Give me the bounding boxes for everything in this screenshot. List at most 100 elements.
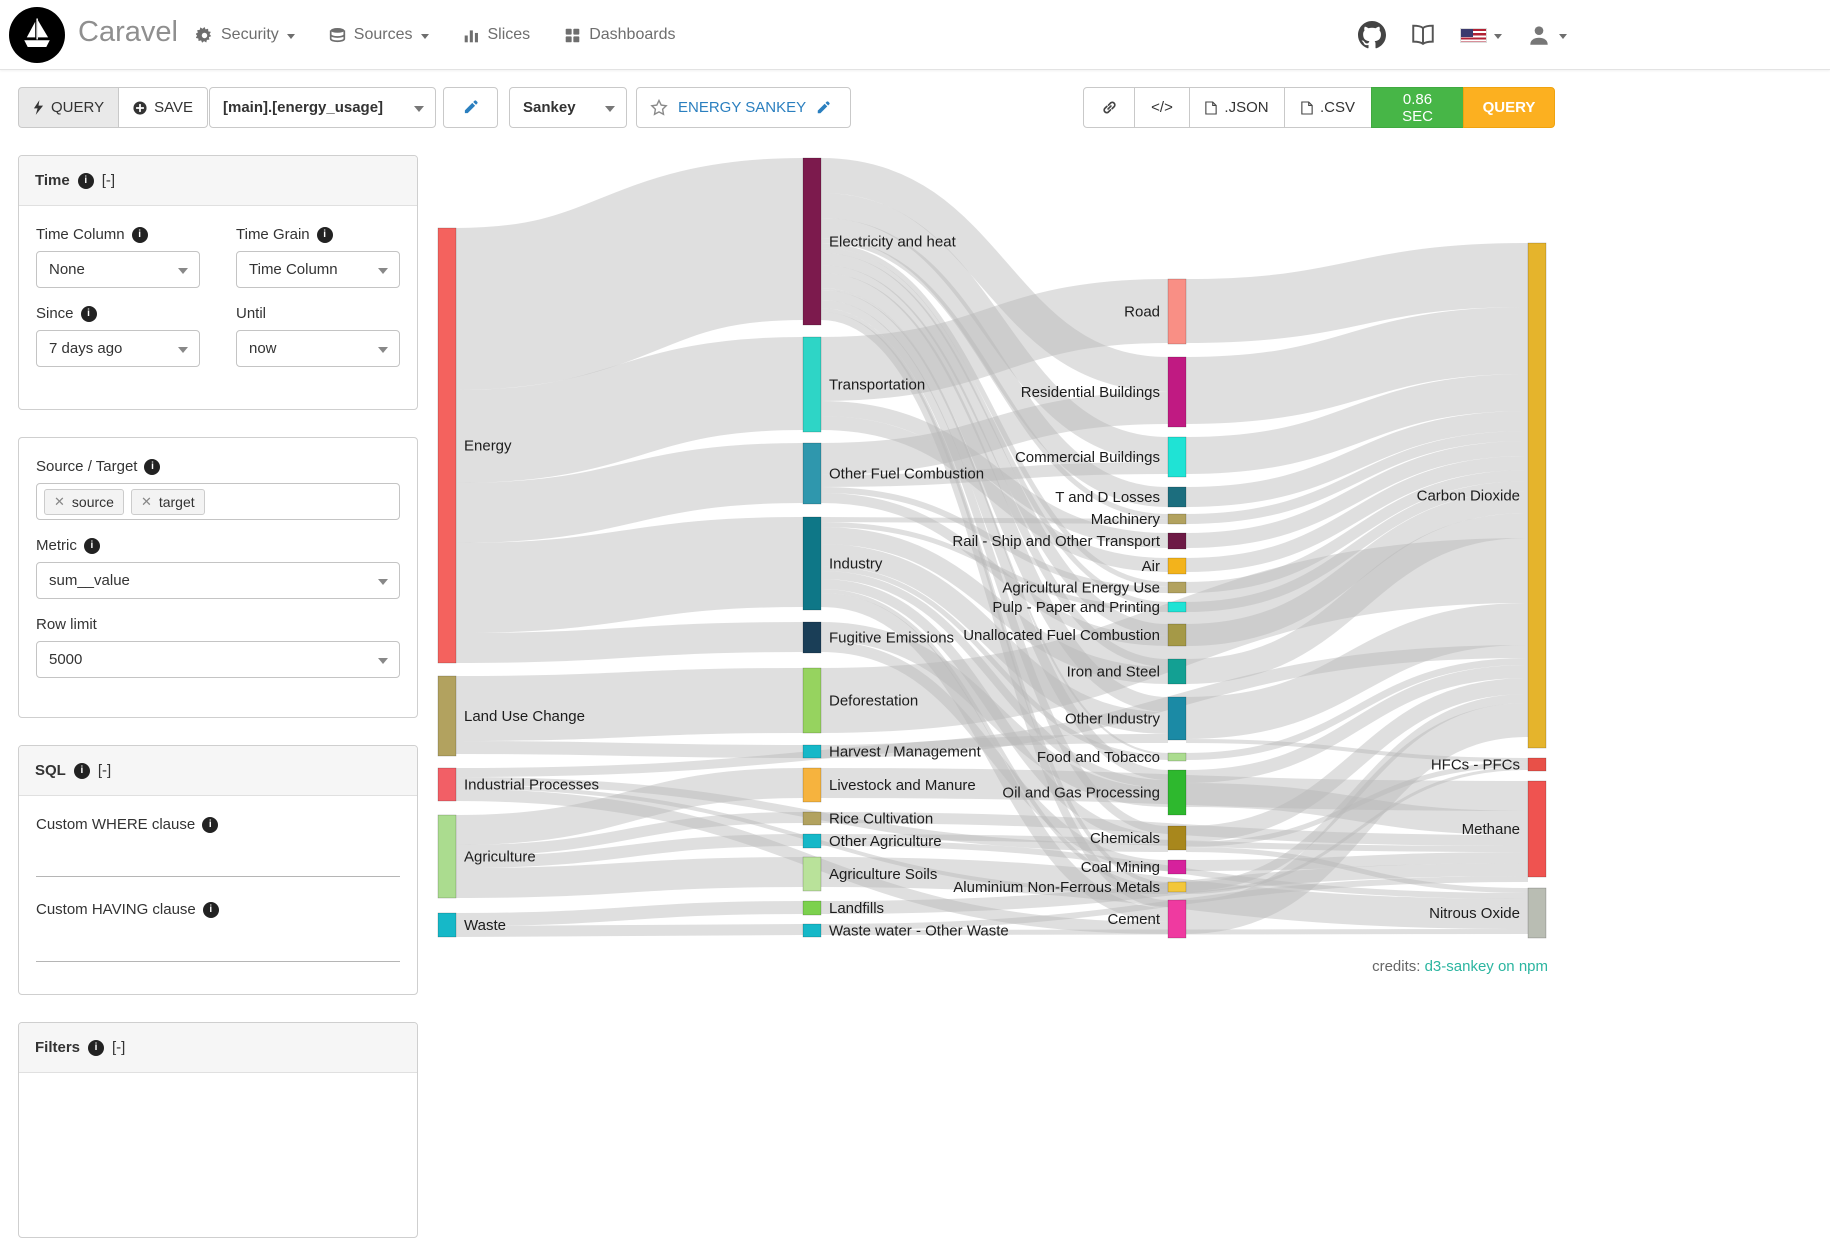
since-select[interactable]: 7 days ago: [36, 330, 200, 367]
info-icon[interactable]: i: [316, 226, 333, 243]
custom-where-input[interactable]: [36, 845, 400, 877]
custom-having-input[interactable]: [36, 930, 400, 962]
sankey-node[interactable]: [1167, 581, 1187, 594]
edit-datasource-button[interactable]: [443, 87, 498, 128]
sankey-node[interactable]: [1167, 859, 1187, 875]
sankey-node-label: Oil and Gas Processing: [1002, 785, 1160, 802]
sankey-node[interactable]: [1167, 752, 1187, 762]
time-grain-select[interactable]: Time Column: [236, 251, 400, 288]
brand-name[interactable]: Caravel: [78, 16, 178, 48]
sankey-node[interactable]: [1167, 356, 1187, 428]
sankey-node[interactable]: [1167, 601, 1187, 613]
sankey-node[interactable]: [802, 516, 822, 611]
sankey-node[interactable]: [802, 336, 822, 433]
sankey-node[interactable]: [1167, 278, 1187, 345]
info-icon[interactable]: i: [144, 458, 161, 475]
json-button-label: .JSON: [1224, 99, 1269, 116]
nav-item-slices[interactable]: Slices: [463, 26, 530, 44]
info-icon[interactable]: i: [88, 1039, 105, 1056]
info-icon[interactable]: i: [77, 172, 94, 189]
sankey-node[interactable]: [1167, 769, 1187, 816]
query-timer-badge[interactable]: 0.86 SEC: [1371, 87, 1464, 128]
github-icon[interactable]: [1358, 21, 1386, 49]
datasource-select[interactable]: [main].[energy_usage]: [209, 87, 436, 128]
run-query-button[interactable]: QUERY: [1463, 87, 1555, 128]
sankey-node[interactable]: [1167, 436, 1187, 478]
nav-item-security[interactable]: Security: [196, 26, 295, 44]
info-icon[interactable]: i: [83, 537, 100, 554]
info-icon[interactable]: i: [131, 226, 148, 243]
sankey-node[interactable]: [802, 621, 822, 654]
language-selector[interactable]: [1460, 27, 1502, 43]
sankey-node[interactable]: [802, 856, 822, 892]
sankey-node[interactable]: [802, 767, 822, 803]
view-query-button[interactable]: </>: [1134, 87, 1190, 128]
remove-tag-icon[interactable]: ✕: [54, 493, 65, 509]
until-value: now: [249, 340, 277, 357]
sankey-node[interactable]: [1167, 486, 1187, 508]
source-target-input[interactable]: ✕ source ✕ target: [36, 483, 400, 520]
edit-slice-name-icon[interactable]: [816, 100, 830, 115]
collapse-toggle[interactable]: [-]: [101, 172, 116, 189]
sankey-node[interactable]: [802, 833, 822, 849]
until-select[interactable]: now: [236, 330, 400, 367]
sankey-node[interactable]: [1167, 825, 1187, 851]
time-column-select[interactable]: None: [36, 251, 200, 288]
caravel-logo[interactable]: [9, 7, 65, 63]
nav-menu: Security Sources Slices Dashb: [196, 0, 675, 70]
row-limit-label-row: Row limit: [36, 616, 400, 633]
sankey-link: [820, 300, 1169, 834]
query-button[interactable]: QUERY: [18, 87, 120, 128]
metric-select[interactable]: sum__value: [36, 562, 400, 599]
sankey-node[interactable]: [802, 442, 822, 505]
info-icon[interactable]: i: [73, 762, 90, 779]
viz-type-select[interactable]: Sankey: [509, 87, 627, 128]
sankey-node[interactable]: [1167, 658, 1187, 685]
sankey-node[interactable]: [1167, 881, 1187, 893]
nav-item-sources[interactable]: Sources: [329, 26, 429, 44]
sankey-node[interactable]: [1167, 557, 1187, 575]
sankey-node[interactable]: [802, 667, 822, 734]
sankey-node[interactable]: [1167, 513, 1187, 525]
sankey-node[interactable]: [1527, 887, 1547, 939]
query-options-panel: Source / Target i ✕ source ✕ target Metr…: [18, 437, 418, 718]
save-button[interactable]: SAVE: [118, 87, 208, 128]
remove-tag-icon[interactable]: ✕: [140, 493, 152, 509]
sankey-node[interactable]: [437, 912, 457, 938]
info-icon[interactable]: i: [80, 305, 97, 322]
row-limit-select[interactable]: 5000: [36, 641, 400, 678]
share-link-button[interactable]: [1083, 87, 1135, 128]
sql-panel-header: SQL i [-]: [19, 746, 417, 796]
collapse-toggle[interactable]: [-]: [112, 1039, 126, 1056]
sankey-node[interactable]: [1167, 532, 1187, 550]
credits-link[interactable]: d3-sankey on npm: [1424, 958, 1548, 975]
sankey-node[interactable]: [1527, 242, 1547, 749]
info-icon[interactable]: i: [202, 901, 219, 918]
collapse-toggle[interactable]: [-]: [97, 762, 112, 779]
sankey-link: [820, 462, 1169, 487]
export-json-button[interactable]: .JSON: [1189, 87, 1285, 128]
sankey-node[interactable]: [802, 157, 822, 326]
sankey-node[interactable]: [1167, 899, 1187, 939]
sankey-node[interactable]: [802, 923, 822, 938]
info-icon[interactable]: i: [202, 816, 219, 833]
user-menu[interactable]: [1526, 22, 1567, 48]
sankey-node[interactable]: [1527, 757, 1547, 772]
sankey-node[interactable]: [437, 814, 457, 899]
sankey-node[interactable]: [1167, 623, 1187, 647]
code-icon: </>: [1151, 99, 1173, 116]
sankey-node[interactable]: [437, 227, 457, 664]
since-label-row: Since i: [36, 305, 200, 322]
sankey-node[interactable]: [802, 900, 822, 916]
docs-book-icon[interactable]: [1410, 22, 1436, 48]
sankey-node[interactable]: [802, 811, 822, 826]
sankey-node[interactable]: [1527, 780, 1547, 878]
run-query-label: QUERY: [1482, 99, 1536, 116]
export-csv-button[interactable]: .CSV: [1284, 87, 1372, 128]
sankey-node[interactable]: [437, 675, 457, 757]
sankey-node[interactable]: [802, 744, 822, 759]
favorite-star-icon[interactable]: [650, 98, 668, 117]
sankey-node[interactable]: [437, 767, 457, 802]
nav-item-dashboards[interactable]: Dashboards: [564, 26, 675, 44]
sankey-node[interactable]: [1167, 696, 1187, 741]
